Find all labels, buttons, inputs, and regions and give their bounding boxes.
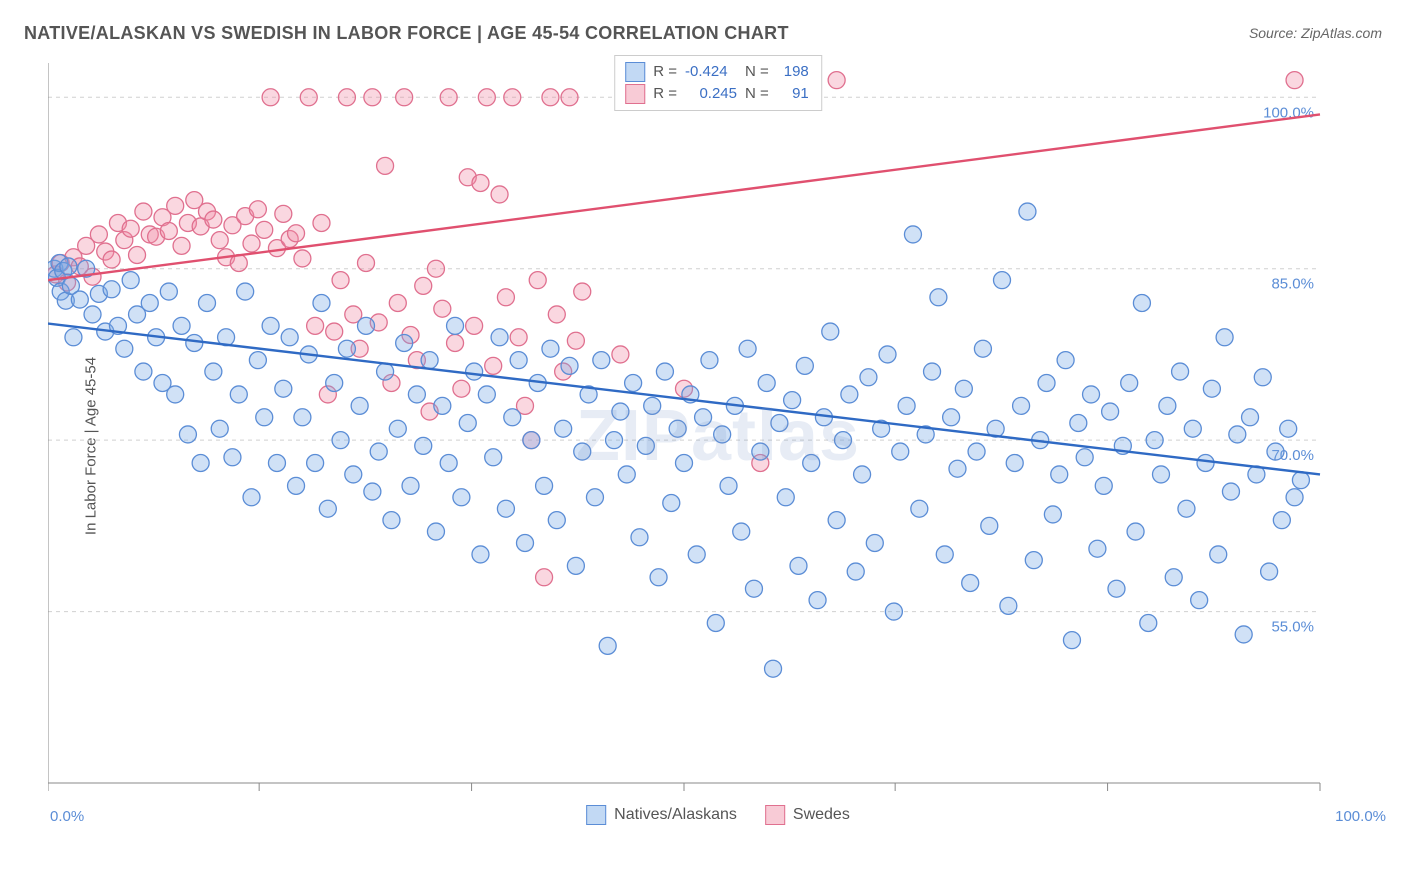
series-legend-item: Natives/Alaskans [586,805,737,825]
stats-legend: R = -0.424 N = 198 R = 0.245 N = 91 [614,55,822,111]
stats-n-label: N = [745,83,769,105]
chart-header: NATIVE/ALASKAN VS SWEDISH IN LABOR FORCE… [24,18,1382,48]
series-label: Natives/Alaskans [614,806,737,824]
chart-area: 55.0%70.0%85.0%100.0% ZIPatlas R = -0.42… [48,55,1388,825]
stats-r-value: -0.424 [685,61,737,83]
series-swatch-icon [765,805,785,825]
stats-r-label: R = [653,83,677,105]
svg-text:55.0%: 55.0% [1271,619,1314,636]
svg-text:85.0%: 85.0% [1271,276,1314,293]
x-axis-max-label: 100.0% [1335,808,1386,825]
stats-legend-row: R = -0.424 N = 198 [625,61,809,83]
x-axis-min-label: 0.0% [50,808,84,825]
stats-n-label: N = [745,61,769,83]
stats-r-value: 0.245 [685,83,737,105]
correlation-chart-page: NATIVE/ALASKAN VS SWEDISH IN LABOR FORCE… [0,0,1406,892]
series-label: Swedes [793,806,850,824]
scatter-chart-svg: 55.0%70.0%85.0%100.0% [48,55,1388,825]
series-legend-item: Swedes [765,805,850,825]
stats-swatch-icon [625,84,645,104]
series-legend: Natives/Alaskans Swedes [586,805,850,825]
stats-swatch-icon [625,62,645,82]
series-swatch-icon [586,805,606,825]
chart-title: NATIVE/ALASKAN VS SWEDISH IN LABOR FORCE… [24,23,789,44]
stats-n-value: 198 [777,61,809,83]
chart-source: Source: ZipAtlas.com [1249,25,1382,41]
stats-legend-row: R = 0.245 N = 91 [625,83,809,105]
stats-n-value: 91 [777,83,809,105]
stats-r-label: R = [653,61,677,83]
